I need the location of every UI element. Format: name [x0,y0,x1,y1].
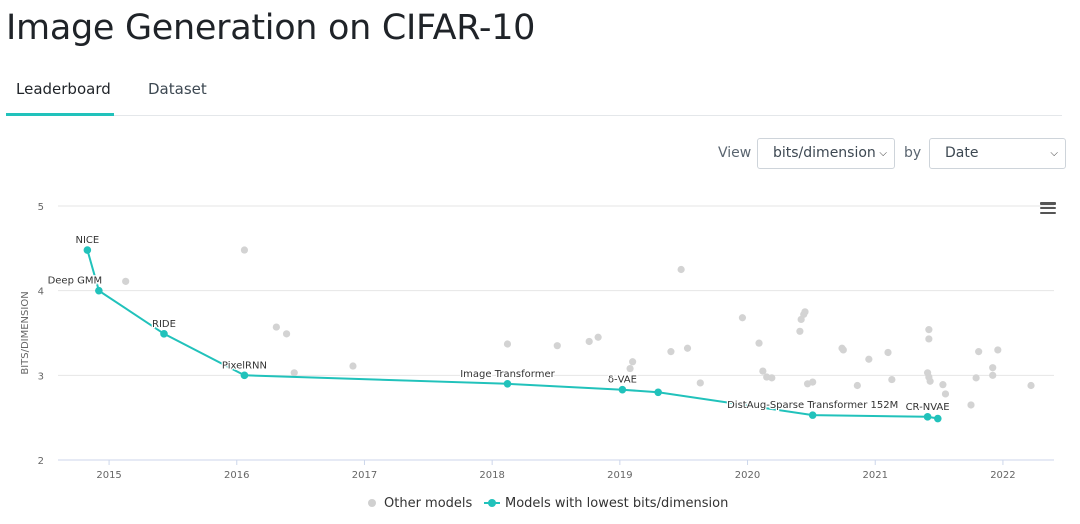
view-label: View [718,145,752,161]
other-model-point [683,344,692,352]
other-model-point [994,346,1002,354]
hamburger-menu-icon[interactable] [1040,202,1056,215]
x-tick-label: 2015 [96,470,121,481]
other-model-point [839,346,847,354]
best-models-line [86,249,938,420]
other-model-point [989,371,997,379]
other-model-point [290,369,298,377]
x-tick-label: 2022 [990,470,1015,481]
sort-select[interactable]: Date ⌵ [929,138,1066,169]
tab-leaderboard[interactable]: Leaderboard [16,80,111,98]
best-model-point [83,246,92,254]
other-model-point [677,265,685,274]
other-model-point [122,277,130,285]
other-model-point [975,348,983,356]
other-model-point [925,335,933,343]
other-model-point [884,348,892,357]
other-model-point [626,364,634,373]
other-model-point [989,364,997,372]
other-model-point [553,342,561,350]
best-model-point [618,385,627,394]
other-model-point [696,379,704,387]
metric-select[interactable]: bits/dimension ⌵ [757,138,895,169]
other-model-point [282,330,291,338]
other-model-point [941,390,950,398]
other-model-point [853,381,861,390]
best-model-point [95,286,103,295]
chart: 2 3 4 5 2015 2016 2017 2018 2019 2020 2021 2022 BITS… [20,202,1054,481]
data-label: Deep GMM [48,276,103,287]
other-model-point [503,340,512,348]
other-model-point [801,308,809,316]
other-model-point [272,323,280,331]
x-tick-label: 2019 [607,470,632,481]
other-model-point [796,327,804,335]
best-model-point [923,413,932,421]
y-tick-label: 4 [38,287,44,298]
active-tab-indicator [6,113,114,116]
tab-bar: Leaderboard Dataset [6,70,1062,116]
other-model-point [755,339,763,347]
other-model-point [888,375,896,384]
x-tick-label: 2021 [863,470,888,481]
y-axis-label: BITS/DIMENSION [20,291,31,374]
best-model-point [160,330,168,338]
page-title: Image Generation on CIFAR-10 [6,8,536,48]
best-model-point [808,411,817,419]
best-model-point [934,414,942,423]
best-model-point [240,371,249,380]
other-model-point [629,358,637,366]
other-model-point [759,367,767,375]
other-model-point [594,333,602,341]
y-tick-label: 3 [38,371,44,382]
x-tick-label: 2017 [352,470,377,481]
other-model-point [809,378,817,386]
other-model-point [349,362,357,370]
metric-select-value: bits/dimension [773,145,876,161]
chart-legend: Other models Models with lowest bits/dim… [0,496,1080,516]
legend-label-other: Other models [384,496,473,511]
other-model-point [926,377,934,385]
other-model-point [738,314,747,322]
by-label: by [904,145,922,161]
legend-item-other-models[interactable]: Other models [368,496,472,511]
legend-teal-line-icon [484,499,500,507]
data-label: Image Transformer [460,369,555,380]
other-model-point [667,348,675,356]
other-model-point [768,374,776,382]
legend-grey-dot-icon [368,499,376,507]
chevron-down-icon: ⌵ [879,148,887,159]
legend-item-best-models[interactable]: Models with lowest bits/dimension [484,496,728,511]
sort-select-value: Date [945,145,979,161]
data-label: NICE [76,235,100,246]
other-model-point [240,246,249,254]
data-label: RIDE [152,319,176,330]
data-label: PixelRNN [222,360,267,371]
other-model-point [925,326,933,334]
other-model-point [585,337,593,346]
x-tick-label: 2016 [224,470,249,481]
data-label: CR-NVAE [906,402,950,413]
other-model-point [865,355,873,363]
x-tick-label: 2020 [735,470,760,481]
tab-dataset[interactable]: Dataset [148,80,207,98]
other-model-point [967,401,975,409]
other-model-point [939,381,947,389]
data-label: DistAug-Sparse Transformer 152M [727,400,898,411]
x-tick-label: 2018 [479,470,504,481]
best-model-point [503,380,512,388]
other-model-point [972,374,980,382]
data-label: δ-VAE [608,375,637,386]
chevron-down-icon: ⌵ [1050,148,1058,159]
legend-label-best: Models with lowest bits/dimension [505,496,729,511]
other-model-point [1027,381,1035,390]
y-tick-label: 2 [38,456,44,467]
best-model-point [654,388,662,397]
y-tick-label: 5 [38,202,44,213]
